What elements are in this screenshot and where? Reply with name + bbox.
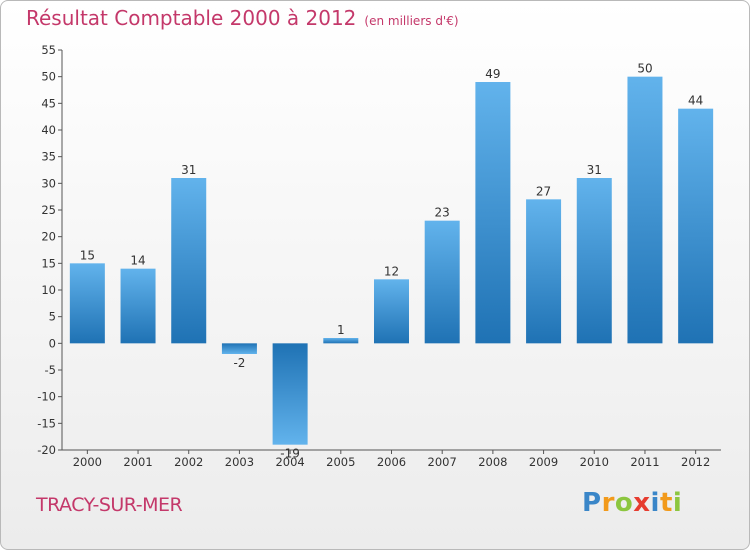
bar-value-label: 27	[536, 184, 551, 198]
y-tick-label: 10	[41, 283, 56, 297]
y-tick-label: 40	[41, 123, 56, 137]
x-tick-label: 2008	[478, 455, 507, 469]
proxiti-logo[interactable]: Proxiti	[582, 488, 682, 518]
x-tick-label: 2002	[174, 455, 203, 469]
bar[interactable]	[171, 178, 207, 344]
bar-value-label: 49	[485, 67, 500, 81]
bar[interactable]	[120, 268, 156, 344]
y-tick-label: -5	[45, 363, 56, 377]
logo-letter: x	[633, 488, 651, 518]
y-tick-label: 15	[41, 256, 56, 270]
chart-title-text: Résultat Comptable 2000 à 2012	[26, 6, 357, 30]
x-tick-label: 2005	[326, 455, 355, 469]
chart-bars	[69, 76, 714, 445]
bar[interactable]	[323, 338, 359, 344]
y-tick-label: 45	[41, 96, 56, 110]
x-tick-label: 2000	[73, 455, 102, 469]
bar[interactable]	[221, 343, 257, 354]
chart-value-labels: 15 14 31 -2 -19 1 12 23 49 27 31 50 44	[80, 62, 704, 461]
x-tick-label: 2006	[377, 455, 406, 469]
y-tick-label: 20	[41, 230, 56, 244]
bar-value-label: 15	[80, 248, 95, 262]
y-tick-label: 55	[41, 43, 56, 57]
bar-value-label: 31	[587, 163, 602, 177]
x-tick-label: 2004	[275, 455, 304, 469]
bar[interactable]	[576, 178, 612, 344]
bar-value-label: 44	[688, 94, 703, 108]
chart-subtitle: (en milliers d'€)	[364, 14, 459, 28]
y-tick-label: 5	[49, 310, 56, 324]
bar[interactable]	[424, 220, 460, 344]
x-tick-label: 2001	[123, 455, 152, 469]
bar[interactable]	[526, 199, 562, 344]
y-tick-label: -15	[37, 416, 56, 430]
bar[interactable]	[678, 108, 714, 344]
y-tick-label: -10	[37, 390, 56, 404]
logo-letter: t	[659, 488, 673, 518]
bar-value-label: 50	[637, 62, 652, 76]
y-tick-label: 50	[41, 70, 56, 84]
y-tick-label: 25	[41, 203, 56, 217]
bar-value-label: 1	[337, 323, 345, 337]
logo-letter: r	[601, 488, 615, 518]
logo-letter: o	[614, 488, 634, 518]
bar-value-label: 14	[130, 254, 145, 268]
bar[interactable]	[272, 343, 308, 445]
bar[interactable]	[475, 82, 511, 344]
logo-letter: P	[582, 488, 602, 518]
x-tick-label: 2011	[630, 455, 659, 469]
logo-letter: i	[672, 488, 683, 518]
logo-letter: i	[650, 488, 660, 518]
bar-value-label: -19	[280, 447, 300, 461]
x-tick-label: 2007	[428, 455, 457, 469]
chart-axes: -20 -15 -10 -5 0 5 10 15 20 25 30 35 40 45 50 55 2000 200…	[37, 43, 721, 469]
bar-value-label: 23	[435, 206, 450, 220]
bar-value-label: 31	[181, 163, 196, 177]
y-tick-label: 30	[41, 176, 56, 190]
bar-value-label: -2	[233, 356, 245, 370]
y-tick-label: 35	[41, 150, 56, 164]
x-tick-label: 2009	[529, 455, 558, 469]
y-tick-label: -20	[37, 443, 56, 457]
y-tick-label: 0	[49, 336, 56, 350]
bar-value-label: 12	[384, 264, 399, 278]
x-tick-label: 2010	[580, 455, 609, 469]
x-tick-label: 2003	[225, 455, 254, 469]
x-tick-label: 2012	[681, 455, 710, 469]
chart-title: Résultat Comptable 2000 à 2012 (en millie…	[26, 6, 459, 30]
bar[interactable]	[69, 263, 105, 344]
city-name: TRACY-SUR-MER	[36, 494, 183, 516]
bar[interactable]	[627, 76, 663, 344]
bar[interactable]	[374, 279, 409, 344]
